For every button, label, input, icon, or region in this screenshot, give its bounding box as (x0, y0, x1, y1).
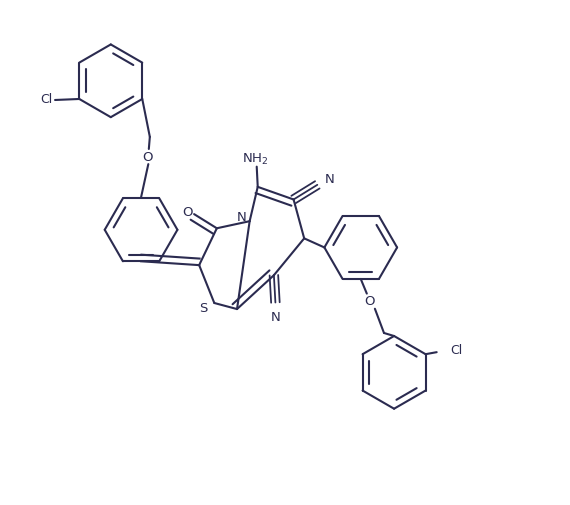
Text: S: S (199, 301, 207, 315)
Text: N: N (237, 211, 246, 224)
Text: Cl: Cl (40, 93, 52, 107)
Text: N: N (271, 311, 281, 324)
Text: NH$_2$: NH$_2$ (242, 152, 268, 167)
Text: O: O (365, 295, 375, 308)
Text: O: O (182, 206, 192, 219)
Text: Cl: Cl (450, 343, 462, 357)
Text: O: O (142, 150, 153, 164)
Text: N: N (325, 173, 335, 186)
